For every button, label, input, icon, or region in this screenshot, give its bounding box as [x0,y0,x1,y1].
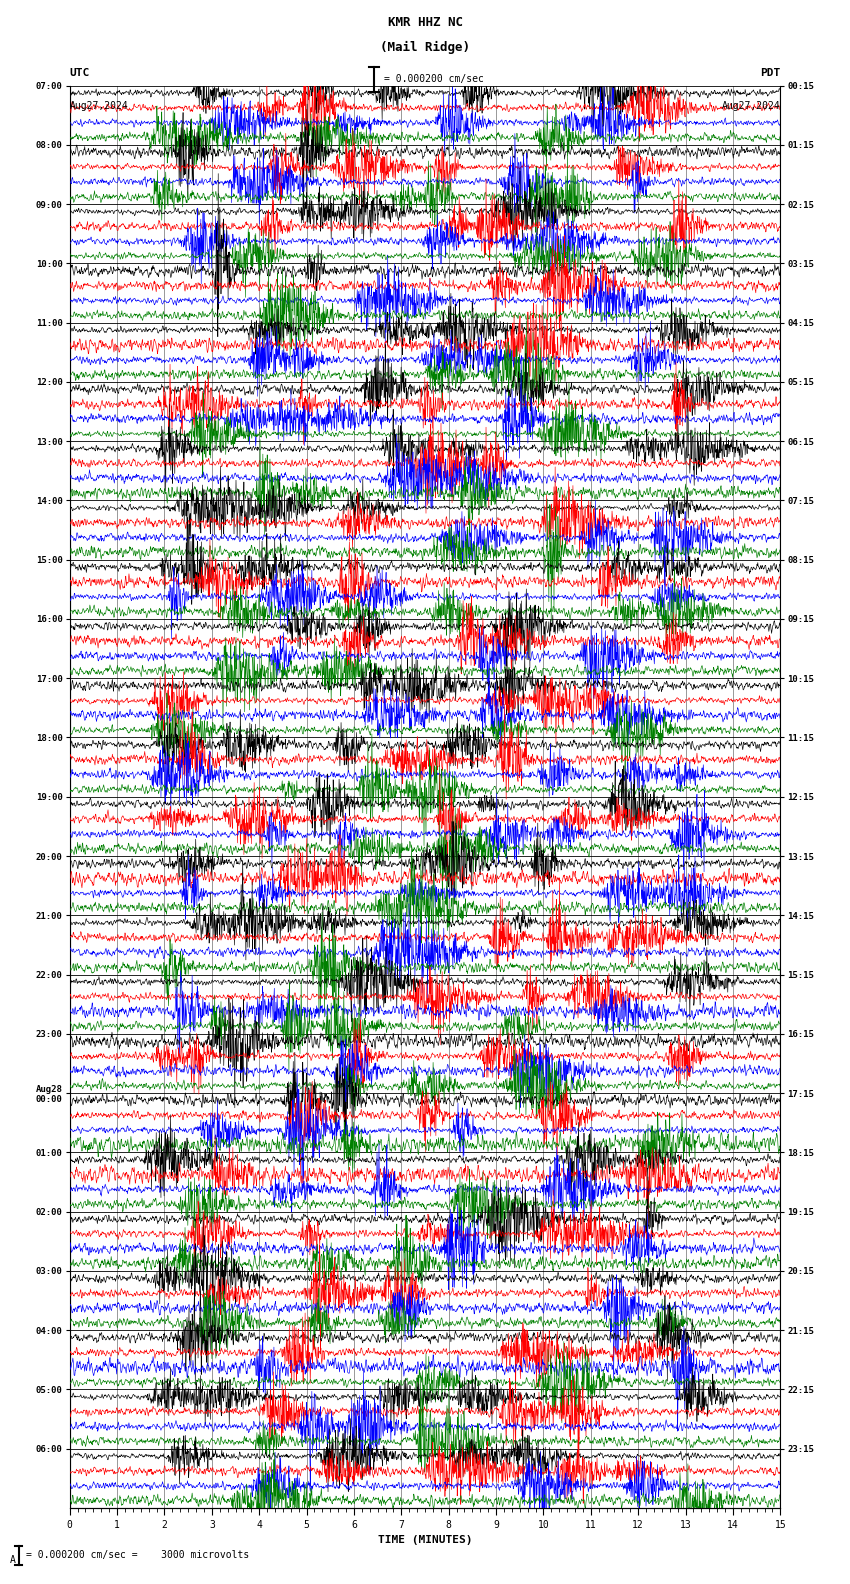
Text: UTC: UTC [70,68,90,78]
Text: A: A [10,1555,16,1565]
Text: = 0.000200 cm/sec =    3000 microvolts: = 0.000200 cm/sec = 3000 microvolts [26,1551,249,1560]
Text: = 0.000200 cm/sec: = 0.000200 cm/sec [384,74,484,84]
Text: Aug27,2024: Aug27,2024 [722,101,780,111]
Text: PDT: PDT [760,68,780,78]
Text: Aug27,2024: Aug27,2024 [70,101,128,111]
Text: (Mail Ridge): (Mail Ridge) [380,41,470,54]
Text: KMR HHZ NC: KMR HHZ NC [388,16,462,29]
X-axis label: TIME (MINUTES): TIME (MINUTES) [377,1535,473,1546]
